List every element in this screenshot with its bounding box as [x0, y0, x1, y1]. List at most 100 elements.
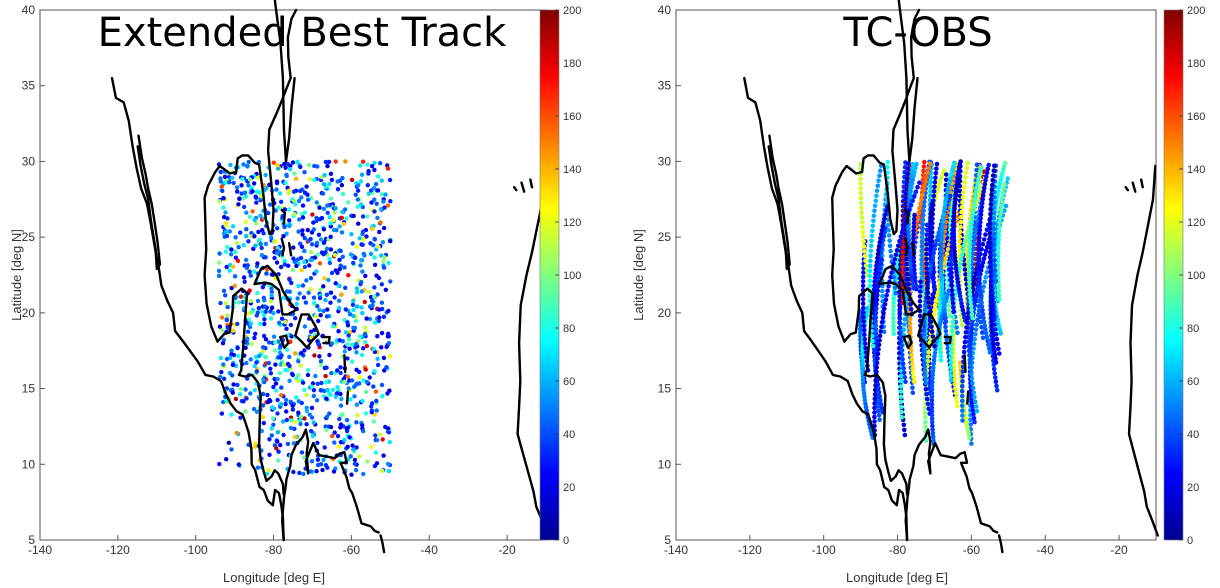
data-point: [290, 372, 296, 378]
data-point: [891, 304, 896, 309]
data-point: [319, 380, 324, 386]
colorbar-tick-label: 140: [563, 164, 581, 176]
data-point: [354, 445, 359, 450]
data-point: [374, 201, 379, 206]
data-point: [899, 415, 904, 420]
data-point: [245, 336, 250, 341]
data-point: [929, 394, 935, 400]
data-point: [345, 444, 350, 449]
data-point: [248, 273, 253, 278]
data-point: [907, 258, 913, 263]
data-point: [999, 203, 1004, 208]
data-point: [880, 224, 885, 229]
data-point: [997, 220, 1002, 225]
data-point: [239, 191, 244, 196]
data-point: [971, 241, 977, 247]
data-point: [993, 327, 998, 332]
coastline-segment: [897, 0, 911, 163]
data-point: [370, 226, 375, 231]
data-point: [874, 193, 879, 199]
data-point: [340, 254, 345, 259]
data-point: [310, 434, 316, 439]
data-point: [926, 295, 931, 301]
data-point: [249, 309, 255, 315]
data-point: [976, 177, 981, 182]
data-point: [261, 231, 266, 236]
data-point: [991, 345, 997, 350]
data-point: [361, 346, 366, 351]
coastline-segment: [520, 181, 526, 193]
data-point: [982, 323, 988, 328]
data-point: [304, 408, 310, 414]
data-point: [900, 265, 905, 270]
data-point: [949, 249, 954, 254]
data-point: [930, 254, 936, 260]
data-point: [298, 255, 304, 261]
data-point: [229, 412, 234, 417]
data-point: [369, 404, 374, 409]
data-point: [382, 255, 387, 260]
data-point: [284, 409, 289, 414]
data-point: [978, 292, 983, 298]
data-point: [360, 310, 365, 316]
data-point: [929, 390, 935, 396]
data-point: [293, 176, 299, 181]
data-point: [268, 202, 273, 207]
data-point: [271, 384, 276, 390]
data-point: [927, 235, 933, 241]
data-point: [296, 229, 301, 234]
data-point: [338, 403, 344, 408]
data-point: [349, 232, 354, 237]
data-point: [296, 410, 301, 415]
coastline-segment: [966, 390, 970, 405]
data-point: [875, 404, 881, 409]
data-point: [958, 297, 964, 303]
data-point: [875, 183, 881, 188]
data-point: [288, 399, 293, 404]
data-point: [332, 440, 337, 445]
data-point: [961, 190, 966, 195]
data-point: [309, 415, 315, 420]
data-point: [367, 375, 372, 380]
data-point: [1005, 176, 1011, 181]
data-point: [303, 300, 309, 305]
data-point: [878, 261, 884, 267]
data-point: [971, 412, 976, 417]
data-point: [988, 283, 994, 289]
data-point: [260, 348, 265, 354]
data-point: [972, 276, 977, 281]
data-point: [337, 266, 342, 272]
data-point: [304, 392, 309, 398]
data-point: [365, 162, 370, 167]
data-point: [960, 369, 966, 374]
data-point: [902, 322, 907, 327]
data-point: [282, 161, 287, 167]
data-point: [373, 389, 379, 394]
data-point: [332, 295, 337, 300]
data-point: [244, 360, 249, 366]
data-point: [373, 450, 378, 455]
data-point: [930, 376, 935, 381]
data-point: [287, 218, 292, 223]
data-point: [1000, 171, 1005, 176]
data-point: [915, 214, 921, 220]
data-point: [321, 308, 326, 314]
data-point: [375, 362, 381, 368]
data-point: [879, 257, 884, 262]
data-point: [938, 260, 944, 265]
data-point: [946, 288, 951, 294]
data-point: [327, 256, 332, 262]
x-tick-label: -20: [498, 543, 516, 557]
data-point: [952, 255, 958, 261]
data-point: [974, 167, 979, 173]
data-point: [324, 414, 330, 419]
data-point: [957, 244, 962, 249]
data-point: [278, 362, 284, 367]
data-point: [869, 333, 875, 339]
data-point: [245, 263, 250, 268]
data-point: [224, 356, 230, 362]
data-point: [968, 422, 973, 427]
data-point: [277, 320, 282, 325]
data-point: [958, 261, 963, 266]
data-point: [940, 297, 946, 302]
